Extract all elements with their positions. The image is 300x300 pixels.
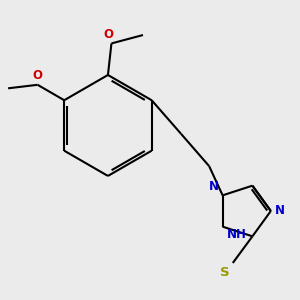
Text: N: N xyxy=(209,180,219,193)
Text: N: N xyxy=(275,205,285,218)
Text: S: S xyxy=(220,266,230,279)
Text: O: O xyxy=(103,28,114,40)
Text: NH: NH xyxy=(227,228,247,241)
Text: O: O xyxy=(33,69,43,82)
